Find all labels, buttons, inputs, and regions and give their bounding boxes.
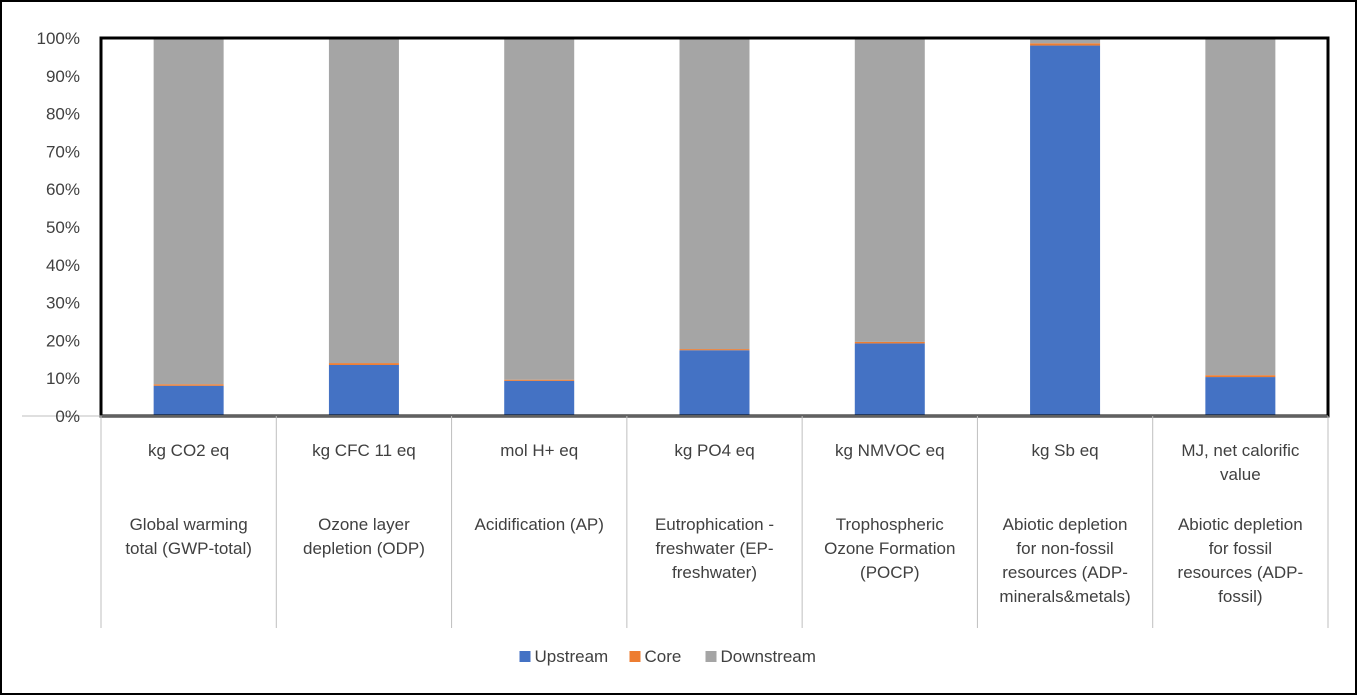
category-name-line: Ozone Formation — [824, 539, 955, 558]
category-name-label: Ozone layer depletion (ODP) — [303, 515, 425, 558]
category-unit-label: kg PO4 eq — [674, 441, 754, 460]
legend-label: Upstream — [535, 647, 609, 666]
category-labels: kg CO2 eq Global warming total (GWP-total)… — [100, 416, 1329, 628]
bar-upstream-4 — [679, 350, 750, 416]
category-name-line: (POCP) — [860, 563, 920, 582]
category-unit-line: kg CFC 11 eq — [312, 441, 416, 460]
category-name-line: resources (ADP- — [1178, 563, 1304, 582]
category-name-line: for non-fossil — [1016, 539, 1113, 558]
category-unit-label: kg NMVOC eq — [835, 441, 945, 460]
bar-downstream-1 — [153, 38, 224, 385]
bar-upstream-6 — [1030, 45, 1101, 417]
category-name-line: Trophospheric — [836, 515, 945, 534]
y-tick-label: 90% — [46, 67, 80, 86]
category-name-line: freshwater (EP- — [655, 539, 773, 558]
category-unit-line: kg Sb eq — [1032, 441, 1099, 460]
y-tick-label: 50% — [46, 218, 80, 237]
category-name-label: Global warming total (GWP-total) — [125, 515, 252, 558]
category-name-label: Abiotic depletion for non-fossil resources… — [999, 515, 1130, 606]
bar-upstream-2 — [328, 364, 399, 416]
category-unit-line: kg CO2 eq — [148, 441, 229, 460]
category-unit-line: kg PO4 eq — [674, 441, 754, 460]
category-name-label: Trophospheric Ozone Formation (POCP) — [824, 515, 955, 582]
bar-downstream-2 — [328, 38, 399, 364]
legend-label: Downstream — [721, 647, 816, 666]
category-name-line: fossil) — [1218, 587, 1262, 606]
bar-core-7 — [1205, 375, 1276, 378]
category-name-line: Acidification (AP) — [474, 515, 603, 534]
category-name-label: Abiotic depletion for fossil resources (AD… — [1178, 515, 1304, 606]
category-name-label: Acidification (AP) — [474, 515, 603, 534]
bar-core-5 — [854, 341, 925, 344]
bar-downstream-6 — [1030, 38, 1101, 44]
category-name-line: Abiotic depletion — [1178, 515, 1303, 534]
bar-core-2 — [328, 363, 399, 365]
bar-upstream-1 — [153, 385, 224, 416]
category-name-line: total (GWP-total) — [125, 539, 252, 558]
bar-upstream-3 — [504, 380, 575, 416]
legend: Upstream Core Downstream — [519, 647, 816, 666]
category-unit-label: MJ, net calorific value — [1181, 441, 1300, 484]
category-name-line: Abiotic depletion — [1003, 515, 1128, 534]
plot-area — [153, 38, 1276, 417]
category-name-label: Eutrophication - freshwater (EP-freshwate… — [655, 515, 774, 582]
bar-downstream-3 — [504, 38, 575, 380]
bar-core-1 — [153, 384, 224, 386]
category-name-line: for fossil — [1209, 539, 1272, 558]
category-name-line: resources (ADP- — [1002, 563, 1128, 582]
category-unit-line: mol H+ eq — [500, 441, 578, 460]
y-tick-label: 40% — [46, 256, 80, 275]
legend-item-upstream: Upstream — [519, 647, 609, 666]
y-tick-label: 10% — [46, 369, 80, 388]
y-tick-label: 20% — [46, 331, 80, 350]
category-unit-label: kg Sb eq — [1032, 441, 1099, 460]
axes: 0% 10% 20% 30% 40% 50% 60% 70% 80% 90% 100% — [22, 29, 1330, 426]
category-name-line: freshwater) — [672, 563, 757, 582]
y-tick-label: 30% — [46, 294, 80, 313]
legend-swatch — [705, 651, 717, 662]
y-tick-label: 60% — [46, 180, 80, 199]
bar-downstream-5 — [854, 38, 925, 342]
bar-core-3 — [504, 379, 575, 381]
category-name-line: minerals&metals) — [999, 587, 1130, 606]
legend-swatch — [629, 651, 641, 662]
category-name-line: Eutrophication - — [655, 515, 774, 534]
y-tick-label: 0% — [55, 407, 80, 426]
category-name-line: Ozone layer — [318, 515, 410, 534]
bar-upstream-5 — [854, 343, 925, 416]
bar-upstream-7 — [1205, 377, 1276, 416]
y-tick-label: 100% — [37, 29, 80, 48]
bar-core-4 — [679, 349, 750, 351]
bar-core-6 — [1030, 43, 1101, 46]
category-unit-line: MJ, net calorific — [1181, 441, 1300, 460]
category-unit-label: kg CO2 eq — [148, 441, 229, 460]
category-name-line: depletion (ODP) — [303, 539, 425, 558]
legend-item-downstream: Downstream — [705, 647, 816, 666]
legend-label: Core — [645, 647, 682, 666]
legend-swatch — [519, 651, 531, 662]
category-name-line: Global warming — [130, 515, 248, 534]
category-unit-line: value — [1220, 465, 1261, 484]
legend-item-core: Core — [629, 647, 682, 666]
category-unit-label: kg CFC 11 eq — [312, 441, 416, 460]
y-tick-label: 70% — [46, 142, 80, 161]
bar-downstream-7 — [1205, 38, 1276, 376]
category-unit-label: mol H+ eq — [500, 441, 578, 460]
category-unit-line: kg NMVOC eq — [835, 441, 945, 460]
bar-downstream-4 — [679, 38, 750, 350]
y-tick-label: 80% — [46, 105, 80, 124]
